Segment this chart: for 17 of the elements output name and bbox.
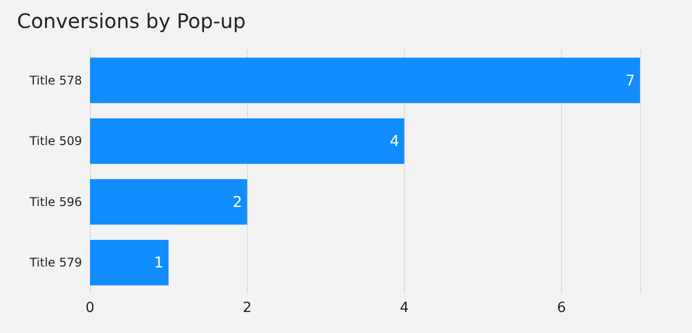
x-tick-label: 2	[242, 300, 252, 316]
bar	[90, 118, 404, 164]
x-tick-label: 4	[400, 300, 409, 316]
chart-title: Conversions by Pop-up	[17, 9, 246, 33]
data-label: 2	[232, 192, 242, 211]
y-tick-label: Title 578	[28, 73, 82, 88]
x-tick-label: 0	[86, 300, 94, 316]
y-tick-label: Title 509	[28, 134, 82, 148]
x-tick-label: 6	[556, 300, 566, 316]
data-label: 1	[154, 254, 164, 272]
bar	[90, 179, 248, 225]
bar	[90, 58, 640, 104]
data-label: 4	[390, 132, 400, 150]
y-tick-label: Title 579	[28, 256, 82, 270]
data-label: 7	[625, 71, 635, 90]
y-tick-label: Title 596	[28, 194, 82, 209]
bar	[90, 240, 169, 286]
